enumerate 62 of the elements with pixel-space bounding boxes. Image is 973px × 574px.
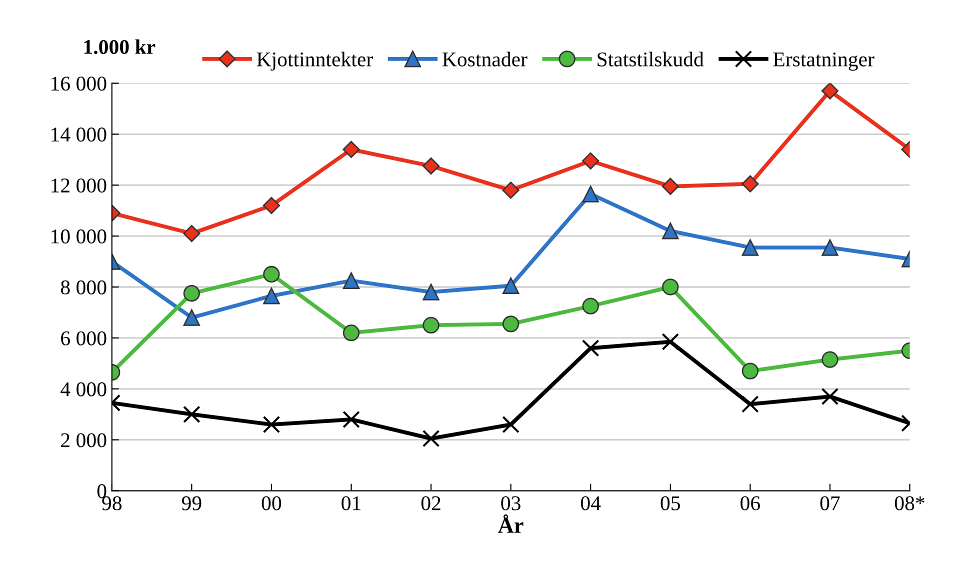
point [502,316,520,332]
x-tick-label: 99 [182,496,202,510]
point [183,285,200,302]
point [582,152,600,170]
x-tick-label: 07 [820,496,840,510]
point [183,309,200,326]
x-tick-label: 02 [421,496,440,510]
point [582,186,599,202]
y-tick-label: 8 000 [60,280,106,294]
point [422,430,440,448]
legend-label: Kjottinntekter [256,52,373,71]
point [502,416,520,434]
x-tick-label: 08* [894,496,924,510]
point [742,175,759,192]
point [742,395,759,413]
x-axis-title: År [498,514,524,533]
point [662,333,680,350]
point [263,266,280,283]
y-tick-label: 2 000 [61,433,106,448]
y-tick-label: 4 000 [60,382,106,396]
x-tick-label: 03 [501,496,520,510]
point [662,222,679,240]
y-tick-label: 12 000 [52,178,106,193]
point [582,298,599,314]
point [342,140,360,158]
y-tick-label: 14 000 [52,128,106,142]
y-axis-title: 1.000 kr [84,39,156,54]
point [342,272,360,289]
y-tick-label: 6 000 [61,331,106,346]
x-tick-label: 04 [580,496,601,510]
x-tick-label: 00 [262,496,282,510]
x-tick-label: 06 [740,496,760,510]
point [182,406,200,424]
point [263,288,280,304]
legend-label: Statstilskudd [598,52,704,66]
x-tick-label: 01 [342,496,360,510]
point [422,284,440,300]
y-tick-label: 10 000 [52,229,106,244]
point [821,83,839,100]
point [422,316,440,334]
point [502,277,520,294]
point [821,388,839,406]
point [342,410,360,428]
point [582,339,600,357]
legend-label: Erstatninger [773,52,874,71]
point [502,182,520,199]
point [822,239,838,256]
x-tick-label: 05 [660,496,680,510]
point [342,324,360,342]
point [422,157,440,175]
point [662,178,679,195]
y-tick-label: 0 [97,484,106,498]
point [742,239,759,256]
point [822,351,838,368]
point [183,224,200,242]
x-tick-label: 98 [102,496,122,510]
y-tick-label: 16 000 [52,76,106,91]
point [742,362,759,380]
point [262,416,280,434]
point [262,196,280,214]
legend-label: Kostnader [442,52,528,66]
point [662,278,679,296]
